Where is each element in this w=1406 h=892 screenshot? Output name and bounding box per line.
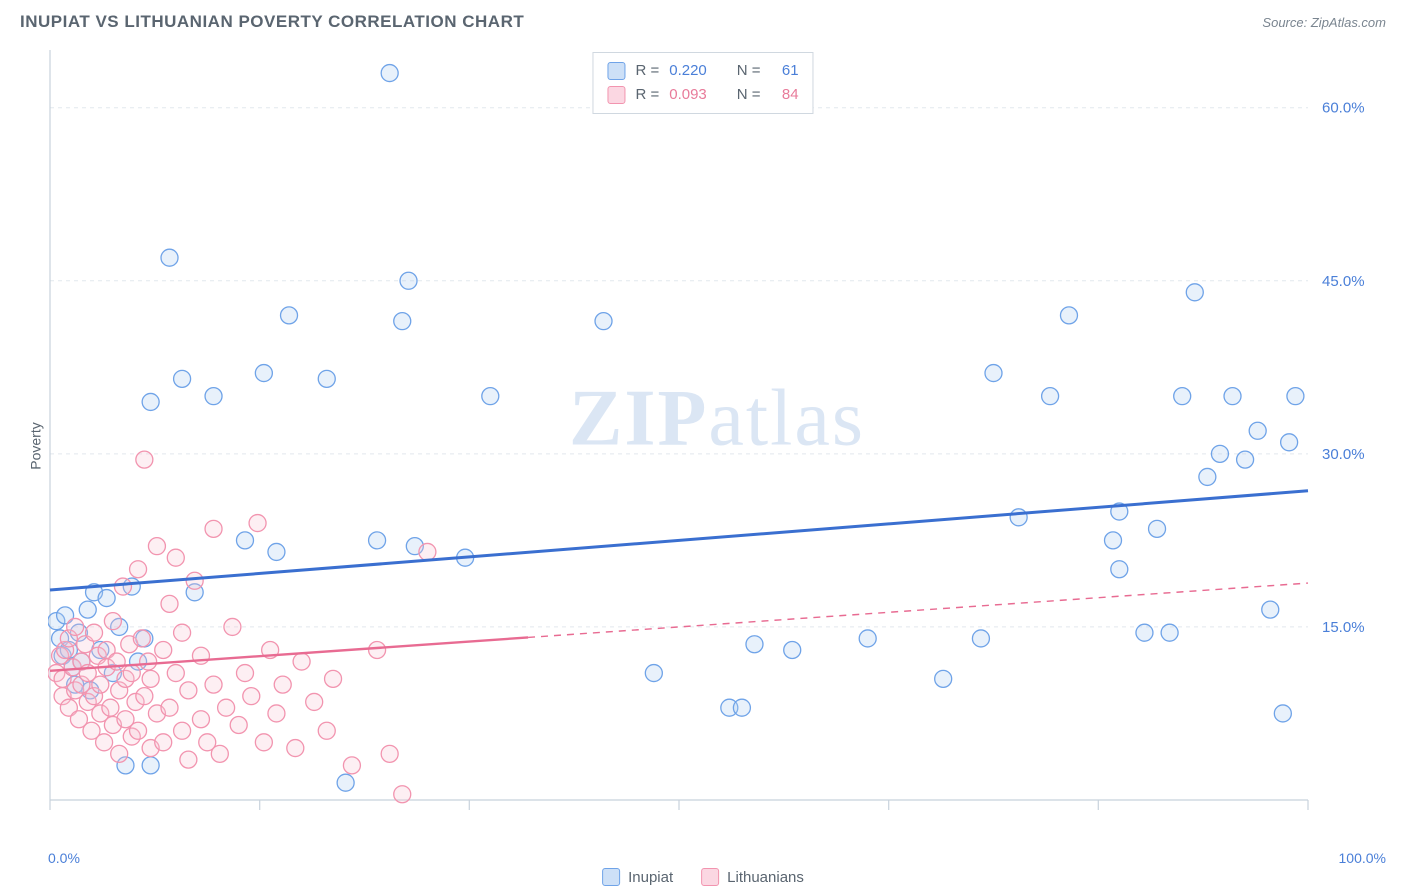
- chart-title: INUPIAT VS LITHUANIAN POVERTY CORRELATIO…: [20, 12, 524, 32]
- svg-text:60.0%: 60.0%: [1322, 100, 1365, 117]
- svg-text:15.0%: 15.0%: [1322, 619, 1365, 636]
- scatter-plot: 15.0% 30.0% 45.0% 60.0%: [48, 48, 1386, 838]
- stat-r-label: R =: [635, 83, 659, 107]
- x-axis-min: 0.0%: [48, 850, 80, 866]
- legend-swatch: [607, 62, 625, 80]
- legend-label: Inupiat: [628, 869, 673, 886]
- legend-item: Inupiat: [602, 868, 673, 886]
- stat-r-value: 0.093: [669, 83, 707, 107]
- stat-r-value: 0.220: [669, 59, 707, 83]
- svg-text:30.0%: 30.0%: [1322, 446, 1365, 463]
- legend-swatch: [607, 86, 625, 104]
- stats-row: R = 0.093 N = 84: [607, 83, 798, 107]
- chart-source: Source: ZipAtlas.com: [1262, 15, 1386, 30]
- series-legend: Inupiat Lithuanians: [602, 868, 804, 886]
- stats-row: R = 0.220 N = 61: [607, 59, 798, 83]
- stat-n-value: 61: [771, 59, 799, 83]
- chart-header: INUPIAT VS LITHUANIAN POVERTY CORRELATIO…: [0, 0, 1406, 40]
- stat-n-value: 84: [771, 83, 799, 107]
- legend-item: Lithuanians: [701, 868, 804, 886]
- stat-n-label: N =: [737, 83, 761, 107]
- chart-area: ZIPatlas 15.0%30.0%45.0%60.0%: [48, 48, 1386, 838]
- legend-label: Lithuanians: [727, 869, 804, 886]
- legend-swatch: [602, 868, 620, 886]
- stat-r-label: R =: [635, 59, 659, 83]
- legend-swatch: [701, 868, 719, 886]
- x-axis-labels: 0.0% 100.0%: [48, 850, 1386, 866]
- stat-n-label: N =: [737, 59, 761, 83]
- y-axis-label: Poverty: [28, 422, 44, 469]
- x-axis-max: 100.0%: [1339, 850, 1386, 866]
- svg-text:45.0%: 45.0%: [1322, 273, 1365, 290]
- stats-legend: R = 0.220 N = 61 R = 0.093 N = 84: [592, 52, 813, 114]
